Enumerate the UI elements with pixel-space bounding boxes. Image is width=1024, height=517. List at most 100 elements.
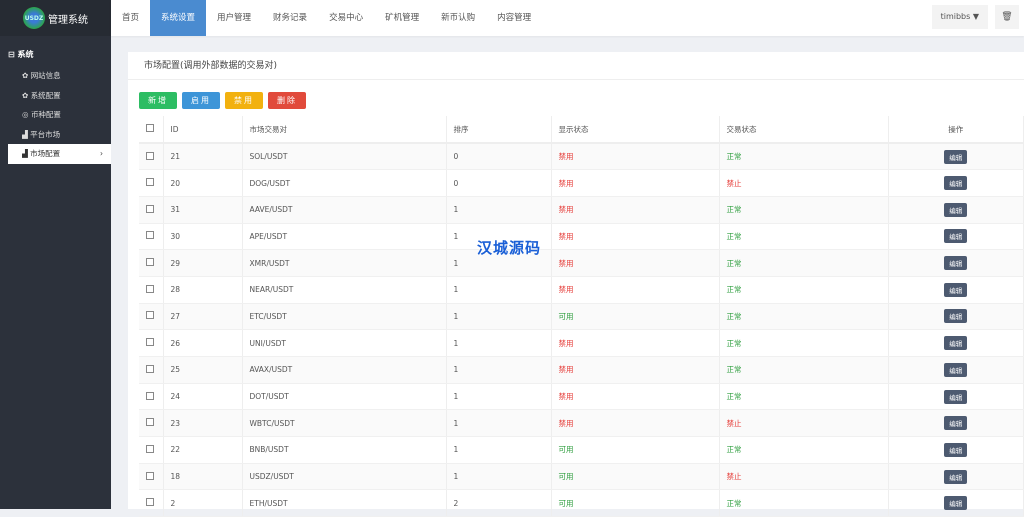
row-checkbox[interactable]	[146, 391, 154, 400]
page-title: 市场配置(调用外部数据的交易对)	[128, 52, 1024, 80]
nav-tab[interactable]: 内容管理	[497, 13, 532, 23]
sidebar-item[interactable]: ◎ 币种配置	[22, 110, 61, 119]
cell-id: 29	[163, 249, 243, 277]
row-checkbox[interactable]	[146, 418, 154, 427]
cell-trade-status: 正常	[719, 223, 889, 251]
row-checkbox[interactable]	[146, 364, 154, 373]
user-menu-button[interactable]: timibbs ▼	[931, 5, 988, 29]
edit-button[interactable]: 编辑	[944, 282, 968, 297]
cell-trade-status: 正常	[719, 356, 889, 384]
table-row: 30 APE/USDT 1 禁用 正常 编辑	[139, 223, 1024, 251]
cell-display-status: 可用	[551, 436, 720, 464]
nav-tab[interactable]: 首页	[122, 13, 140, 23]
edit-button[interactable]: 编辑	[944, 442, 968, 457]
cell-pair: SOL/USDT	[242, 143, 447, 171]
row-checkbox[interactable]	[146, 151, 154, 160]
sidebar-item[interactable]: ▟ 市场配置 ›	[8, 144, 111, 164]
cell-pair: UNI/USDT	[242, 329, 447, 357]
cell-display-status: 禁用	[551, 223, 720, 251]
cell-display-status: 禁用	[551, 356, 720, 384]
cell-pair: NEAR/USDT	[242, 276, 447, 304]
cell-pair: AAVE/USDT	[242, 196, 447, 224]
sidebar-group-system[interactable]: ⊟ 系统	[8, 50, 34, 59]
row-checkbox[interactable]	[146, 471, 154, 480]
row-checkbox[interactable]	[146, 444, 154, 453]
sidebar-item[interactable]: ✿ 系统配置	[22, 90, 61, 100]
cell-pair: DOT/USDT	[242, 383, 447, 411]
row-checkbox[interactable]	[146, 498, 154, 507]
edit-button[interactable]: 编辑	[944, 309, 968, 324]
nav-tab[interactable]: 系统设置	[150, 0, 207, 36]
cell-id: 25	[163, 356, 243, 384]
table-row: 2 ETH/USDT 2 可用 正常 编辑	[139, 489, 1024, 517]
edit-button[interactable]: 编辑	[944, 202, 968, 217]
row-checkbox[interactable]	[146, 284, 154, 293]
nav-tab[interactable]: 财务记录	[273, 13, 308, 23]
col-actions: 操作	[888, 116, 1024, 144]
row-checkbox[interactable]	[146, 311, 154, 320]
cell-pair: AVAX/USDT	[242, 356, 447, 384]
edit-button[interactable]: 编辑	[944, 389, 968, 404]
nav-tab[interactable]: 交易中心	[329, 13, 364, 23]
col-sort: 排序	[446, 116, 552, 144]
table-row: 22 BNB/USDT 1 可用 正常 编辑	[139, 436, 1024, 464]
nav-tab[interactable]: 矿机管理	[385, 13, 420, 23]
chevron-right-icon: ›	[100, 149, 103, 158]
edit-button[interactable]: 编辑	[944, 256, 968, 271]
edit-button[interactable]: 编辑	[944, 362, 968, 377]
logo: USDZ 管理系统	[0, 0, 111, 36]
cell-trade-status: 禁止	[719, 169, 889, 197]
cell-sort: 1	[446, 249, 552, 277]
sidebar-item[interactable]: ✿ 网站信息	[22, 71, 61, 80]
cell-display-status: 禁用	[551, 276, 720, 304]
row-checkbox[interactable]	[146, 258, 154, 267]
edit-button[interactable]: 编辑	[944, 416, 968, 431]
cell-display-status: 禁用	[551, 143, 720, 171]
cell-sort: 0	[446, 143, 552, 171]
cell-display-status: 禁用	[551, 196, 720, 224]
nav-tab[interactable]: 用户管理	[217, 13, 252, 23]
cell-id: 21	[163, 143, 243, 171]
caret-down-icon: ▼	[972, 12, 979, 21]
action-button[interactable]: 禁用	[225, 92, 263, 109]
action-button[interactable]: 启用	[182, 92, 220, 109]
coin-icon: ◎	[22, 110, 29, 119]
cell-sort: 0	[446, 169, 552, 197]
cell-sort: 1	[446, 276, 552, 304]
cell-id: 2	[163, 489, 243, 517]
row-checkbox[interactable]	[146, 204, 154, 213]
edit-button[interactable]: 编辑	[944, 336, 968, 351]
select-all-checkbox[interactable]	[146, 124, 154, 132]
nav-tab[interactable]: 新币认购	[441, 13, 476, 23]
action-button[interactable]: 新增	[139, 92, 177, 109]
cell-id: 31	[163, 196, 243, 224]
cell-sort: 1	[446, 196, 552, 224]
cell-sort: 1	[446, 383, 552, 411]
edit-button[interactable]: 编辑	[944, 496, 968, 511]
cell-display-status: 禁用	[551, 169, 720, 197]
row-checkbox[interactable]	[146, 231, 154, 240]
cell-pair: BNB/USDT	[242, 436, 447, 464]
table-row: 23 WBTC/USDT 1 禁用 禁止 编辑	[139, 409, 1024, 438]
table-row: 26 UNI/USDT 1 禁用 正常 编辑	[139, 329, 1024, 357]
edit-button[interactable]: 编辑	[944, 176, 968, 191]
table-row: 24 DOT/USDT 1 禁用 正常 编辑	[139, 383, 1024, 411]
action-button[interactable]: 删除	[268, 92, 306, 109]
edit-button[interactable]: 编辑	[944, 229, 968, 244]
cell-id: 26	[163, 329, 243, 357]
bar-chart-icon: ▟	[22, 129, 28, 139]
row-checkbox[interactable]	[146, 178, 154, 187]
cell-id: 28	[163, 276, 243, 304]
edit-button[interactable]: 编辑	[944, 149, 968, 164]
cell-pair: USDZ/USDT	[242, 463, 447, 491]
watermark: 汉城源码	[477, 239, 542, 257]
clear-cache-button[interactable]: 🗑	[995, 5, 1019, 29]
table-row: 31 AAVE/USDT 1 禁用 正常 编辑	[139, 196, 1024, 224]
row-checkbox[interactable]	[146, 338, 154, 347]
table-row: 18 USDZ/USDT 1 可用 禁止 编辑	[139, 463, 1024, 491]
cell-sort: 1	[446, 463, 552, 491]
cell-sort: 1	[446, 409, 552, 438]
content-card: 市场配置(调用外部数据的交易对) 新增 启用 禁用 删除 ID 市场交易对 排序 显示…	[128, 52, 1024, 517]
sidebar-item[interactable]: ▟ 平台市场	[22, 129, 61, 139]
edit-button[interactable]: 编辑	[944, 469, 968, 484]
